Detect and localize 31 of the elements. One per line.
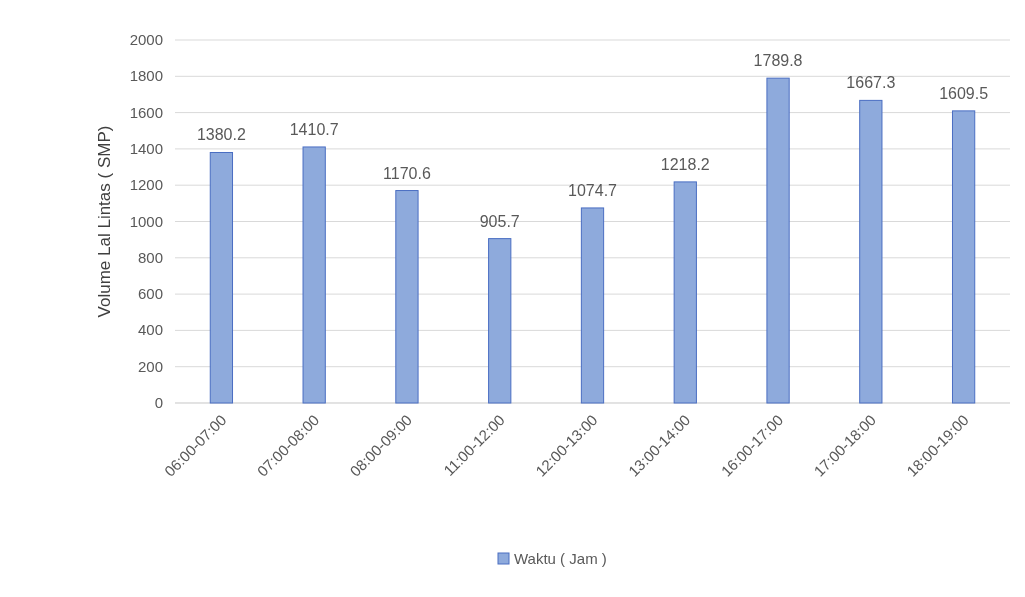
y-axis-title: Volume Lal Lintas ( SMP) (95, 125, 114, 318)
data-label: 905.7 (479, 212, 520, 230)
data-label: 1170.6 (383, 164, 431, 182)
bar (951, 110, 976, 404)
data-label: 1410.7 (289, 120, 339, 138)
data-label: 1789.8 (753, 52, 803, 70)
y-tick-label: 2000 (129, 31, 163, 48)
data-label: 1609.5 (939, 84, 989, 102)
bar (859, 99, 883, 404)
data-label: 1218.2 (660, 155, 710, 173)
y-tick-label: 600 (137, 285, 163, 303)
bar (580, 207, 605, 404)
bar (488, 238, 512, 404)
bar (302, 146, 326, 404)
data-label: 1074.7 (568, 181, 618, 199)
y-tick-label: 800 (137, 248, 163, 266)
data-label: 1667.3 (846, 74, 896, 92)
y-tick-label: 1800 (129, 67, 163, 85)
y-tick-label: 0 (154, 394, 163, 411)
bar (209, 151, 234, 404)
y-tick-label: 1600 (129, 103, 163, 121)
bar (395, 190, 419, 404)
bar (766, 77, 790, 404)
y-tick-label: 1400 (129, 139, 163, 157)
y-tick-label: 200 (137, 357, 163, 375)
y-tick-label: 400 (137, 321, 163, 339)
bar (673, 181, 697, 404)
legend-label: Waktu ( Jam ) (514, 550, 607, 567)
y-tick-label: 1000 (129, 212, 163, 230)
data-label: 1380.2 (196, 126, 246, 144)
y-tick-label: 1200 (129, 176, 163, 194)
